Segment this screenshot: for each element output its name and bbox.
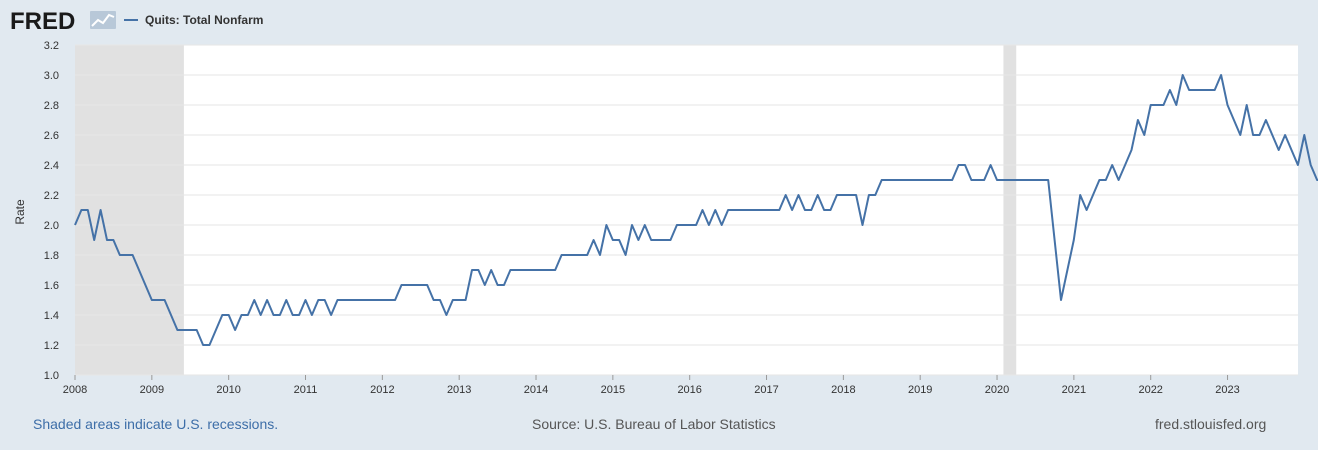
x-tick-label: 2015 — [601, 384, 625, 396]
y-axis-label: Rate — [13, 199, 27, 225]
recession-band-2 — [1003, 45, 1017, 375]
x-tick-label: 2013 — [447, 384, 471, 396]
y-tick-label: 1.4 — [44, 310, 59, 322]
x-tick-label: 2020 — [985, 384, 1009, 396]
y-tick-label: 2.0 — [44, 220, 59, 232]
chart-line-icon — [90, 11, 116, 29]
x-tick-label: 2010 — [216, 384, 240, 396]
fred-logo[interactable]: FRED — [10, 8, 75, 35]
y-tick-label: 1.0 — [44, 370, 59, 382]
x-tick-label: 2019 — [908, 384, 932, 396]
y-tick-label: 3.0 — [44, 70, 59, 82]
y-tick-label: 1.8 — [44, 250, 59, 262]
y-tick-label: 3.2 — [44, 40, 59, 52]
x-tick-label: 2018 — [831, 384, 855, 396]
x-tick-label: 2008 — [63, 384, 87, 396]
y-tick-label: 1.2 — [44, 340, 59, 352]
x-tick-label: 2023 — [1215, 384, 1239, 396]
y-tick-label: 2.4 — [44, 160, 59, 172]
x-tick-label: 2016 — [677, 384, 701, 396]
legend-label[interactable]: Quits: Total Nonfarm — [145, 13, 263, 27]
x-tick-label: 2011 — [294, 384, 318, 396]
y-tick-label: 2.2 — [44, 190, 59, 202]
y-tick-label: 2.6 — [44, 130, 59, 142]
chart: FRED Quits: Total Nonfarm 1.0 1.2 1.4 1.6 1.… — [10, 8, 1318, 396]
fred-url[interactable]: fred.stlouisfed.org — [1155, 416, 1267, 432]
x-tick-label: 2014 — [524, 384, 548, 396]
x-tick-label: 2017 — [754, 384, 778, 396]
x-tick-label: 2012 — [370, 384, 394, 396]
recession-band-1 — [75, 45, 184, 375]
source-note: Source: U.S. Bureau of Labor Statistics — [532, 416, 776, 432]
x-tick-label: 2022 — [1138, 384, 1162, 396]
recession-note: Shaded areas indicate U.S. recessions. — [33, 416, 279, 432]
plot-area — [75, 45, 1298, 375]
x-tick-label: 2021 — [1062, 384, 1086, 396]
series-line — [74, 74, 1318, 346]
y-tick-label: 2.8 — [44, 100, 59, 112]
x-tick-label: 2009 — [140, 384, 164, 396]
y-tick-label: 1.6 — [44, 280, 59, 292]
